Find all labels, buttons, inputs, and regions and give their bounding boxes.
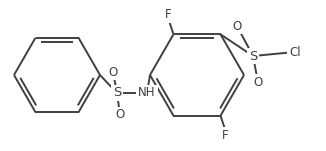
Text: F: F — [165, 8, 172, 21]
Text: S: S — [249, 50, 257, 63]
Text: O: O — [232, 19, 242, 32]
Text: O: O — [253, 76, 263, 88]
Text: O: O — [115, 109, 125, 122]
Text: O: O — [108, 66, 118, 79]
Text: NH: NH — [138, 87, 156, 100]
Text: F: F — [222, 129, 229, 142]
Text: Cl: Cl — [289, 45, 301, 58]
Text: S: S — [113, 87, 121, 100]
